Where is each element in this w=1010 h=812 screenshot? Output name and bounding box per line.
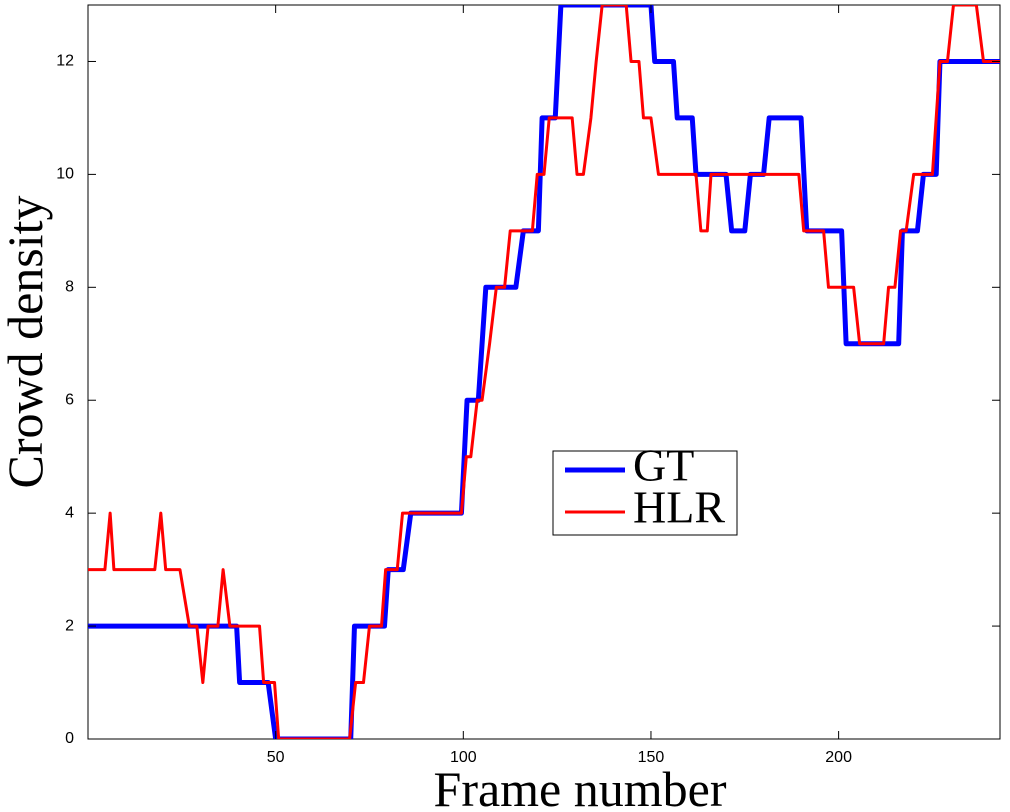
data-line	[88, 5, 1000, 739]
y-tick-label: 8	[65, 279, 74, 296]
y-tick-label: 2	[65, 617, 74, 634]
y-tick-label: 10	[56, 166, 74, 183]
y-tick-label: 0	[65, 730, 74, 747]
x-tick-label: 50	[267, 749, 285, 766]
x-tick-label: 200	[825, 749, 852, 766]
y-axis-label: Crowd density	[0, 195, 53, 488]
x-tick-label: 150	[638, 749, 665, 766]
x-axis-label: Frame number	[434, 761, 727, 812]
legend-label: GT	[633, 440, 694, 491]
legend-label: HLR	[633, 482, 725, 533]
plot-area	[87, 4, 1001, 740]
y-tick-label: 6	[65, 391, 74, 408]
data-line	[88, 5, 1000, 739]
lines	[88, 5, 1000, 739]
y-tick-label: 12	[56, 53, 74, 70]
legend	[552, 450, 738, 536]
x-tick-label: 100	[450, 749, 477, 766]
y-tick-label: 4	[65, 504, 74, 521]
